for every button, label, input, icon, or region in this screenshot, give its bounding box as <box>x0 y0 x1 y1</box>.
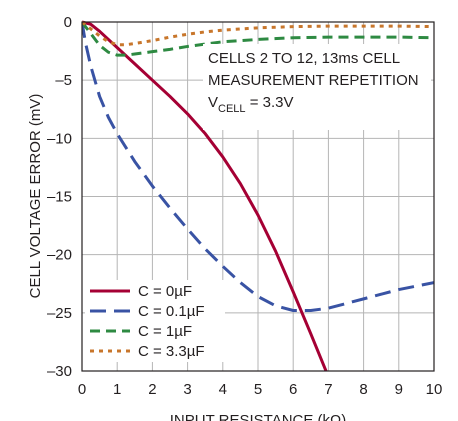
legend-background <box>85 280 225 362</box>
x-tick-label: 6 <box>289 381 297 398</box>
tick-labels: 0 1 2 3 4 5 6 7 8 9 10 0 –5 –10 –15 –20 –25 –30 <box>47 14 442 398</box>
axes <box>81 21 435 372</box>
annotation-background <box>203 44 431 130</box>
y-tick-label: –10 <box>47 130 72 147</box>
annotation-subscript: CELL <box>218 103 246 115</box>
legend-label: C = 1µF <box>138 323 192 340</box>
legend-label: C = 0µF <box>138 283 192 300</box>
annotation-v: V <box>208 94 218 111</box>
x-tick-label: 0 <box>78 381 86 398</box>
x-tick-label: 1 <box>113 381 121 398</box>
legend: C = 0µF C = 0.1µF C = 1µF C = 3.3µF <box>85 280 225 362</box>
x-tick-label: 10 <box>426 381 443 398</box>
y-tick-label: –5 <box>55 72 72 89</box>
x-tick-label: 9 <box>395 381 403 398</box>
x-tick-label: 7 <box>324 381 332 398</box>
chart-annotation: CELLS 2 TO 12, 13ms CELL MEASUREMENT REP… <box>203 44 431 130</box>
x-tick-label: 3 <box>183 381 191 398</box>
y-tick-label: –15 <box>47 189 72 206</box>
series-lines <box>82 20 434 371</box>
x-axis-label: INPUT RESISTANCE (kΩ) <box>170 412 347 421</box>
annotation-value: = 3.3V <box>246 94 294 111</box>
legend-label: C = 0.1µF <box>138 303 205 320</box>
legend-label: C = 3.3µF <box>138 343 205 360</box>
y-tick-label: –20 <box>47 247 72 264</box>
series-line-3 <box>82 21 434 57</box>
y-tick-label: –25 <box>47 305 72 322</box>
series-line-2 <box>82 21 434 313</box>
x-tick-label: 4 <box>219 381 227 398</box>
x-tick-label: 2 <box>148 381 156 398</box>
annotation-line-1: CELLS 2 TO 12, 13ms CELL <box>208 50 400 67</box>
series-line-1 <box>82 20 328 371</box>
y-axis-label: CELL VOLTAGE ERROR (mV) <box>27 94 44 299</box>
y-tick-label: 0 <box>64 14 72 31</box>
x-tick-label: 5 <box>254 381 262 398</box>
annotation-line-2: MEASUREMENT REPETITION <box>208 72 419 89</box>
x-tick-label: 8 <box>359 381 367 398</box>
plot-frame <box>81 21 435 372</box>
annotation-line-3: VCELL = 3.3V <box>208 94 294 115</box>
y-tick-label: –30 <box>47 363 72 380</box>
